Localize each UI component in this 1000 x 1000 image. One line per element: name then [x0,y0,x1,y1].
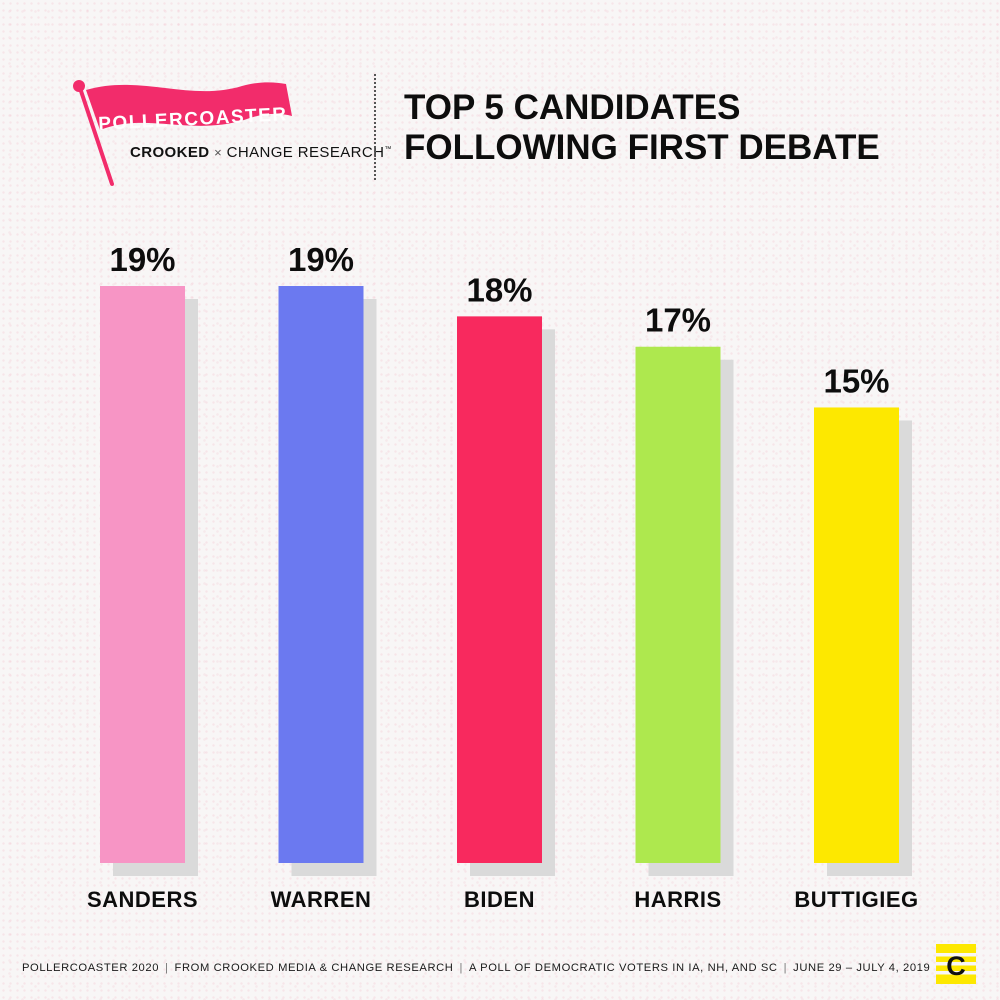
bar-sanders [100,286,185,863]
footer-item: JUNE 29 – JULY 4, 2019 [793,962,931,974]
bar-warren [278,286,364,863]
logo-partner-change-research: CHANGE RESEARCH [226,144,385,161]
bar-chart: 19% SANDERS 19% WARREN 18% BIDEN 17% HARRIS 15% B… [87,241,918,912]
header-divider [374,74,376,180]
logo-partner-crooked: CROOKED [130,144,210,161]
chart-title: TOP 5 CANDIDATES FOLLOWING FIRST DEBATE [404,88,964,168]
brand-mark-letter: C [946,951,966,981]
footer-item: POLLERCOASTER 2020 [22,962,160,974]
category-label: BIDEN [464,887,535,912]
value-label: 19% [109,241,175,278]
bar-biden [457,316,542,863]
value-label: 19% [288,241,354,278]
category-label: BUTTIGIEG [794,887,918,912]
logo-times: × [214,145,223,160]
value-label: 18% [466,271,532,308]
footer-separator: | [165,962,169,974]
chart-title-line-2: FOLLOWING FIRST DEBATE [404,128,880,167]
footer-item: FROM CROOKED MEDIA & CHANGE RESEARCH [174,962,454,974]
footer-credits: POLLERCOASTER 2020 | FROM CROOKED MEDIA & … [22,962,930,974]
category-label: SANDERS [87,887,198,912]
value-label: 17% [645,302,711,339]
footer-separator: | [783,962,788,974]
category-label: WARREN [271,887,372,912]
chart-title-line-1: TOP 5 CANDIDATES [404,88,741,127]
value-label: 15% [823,362,889,399]
flag-icon [73,80,292,186]
footer-item: A POLL OF DEMOCRATIC VOTERS IN IA, NH, A… [469,962,778,974]
crooked-c-icon: C [936,944,976,984]
logo-trademark: ™ [384,146,392,153]
logo-partners: CROOKED × CHANGE RESEARCH™ [130,144,392,161]
category-label: HARRIS [634,887,721,912]
bar-buttigieg [814,407,899,863]
bar-harris [635,346,721,864]
footer-separator: | [459,962,464,974]
